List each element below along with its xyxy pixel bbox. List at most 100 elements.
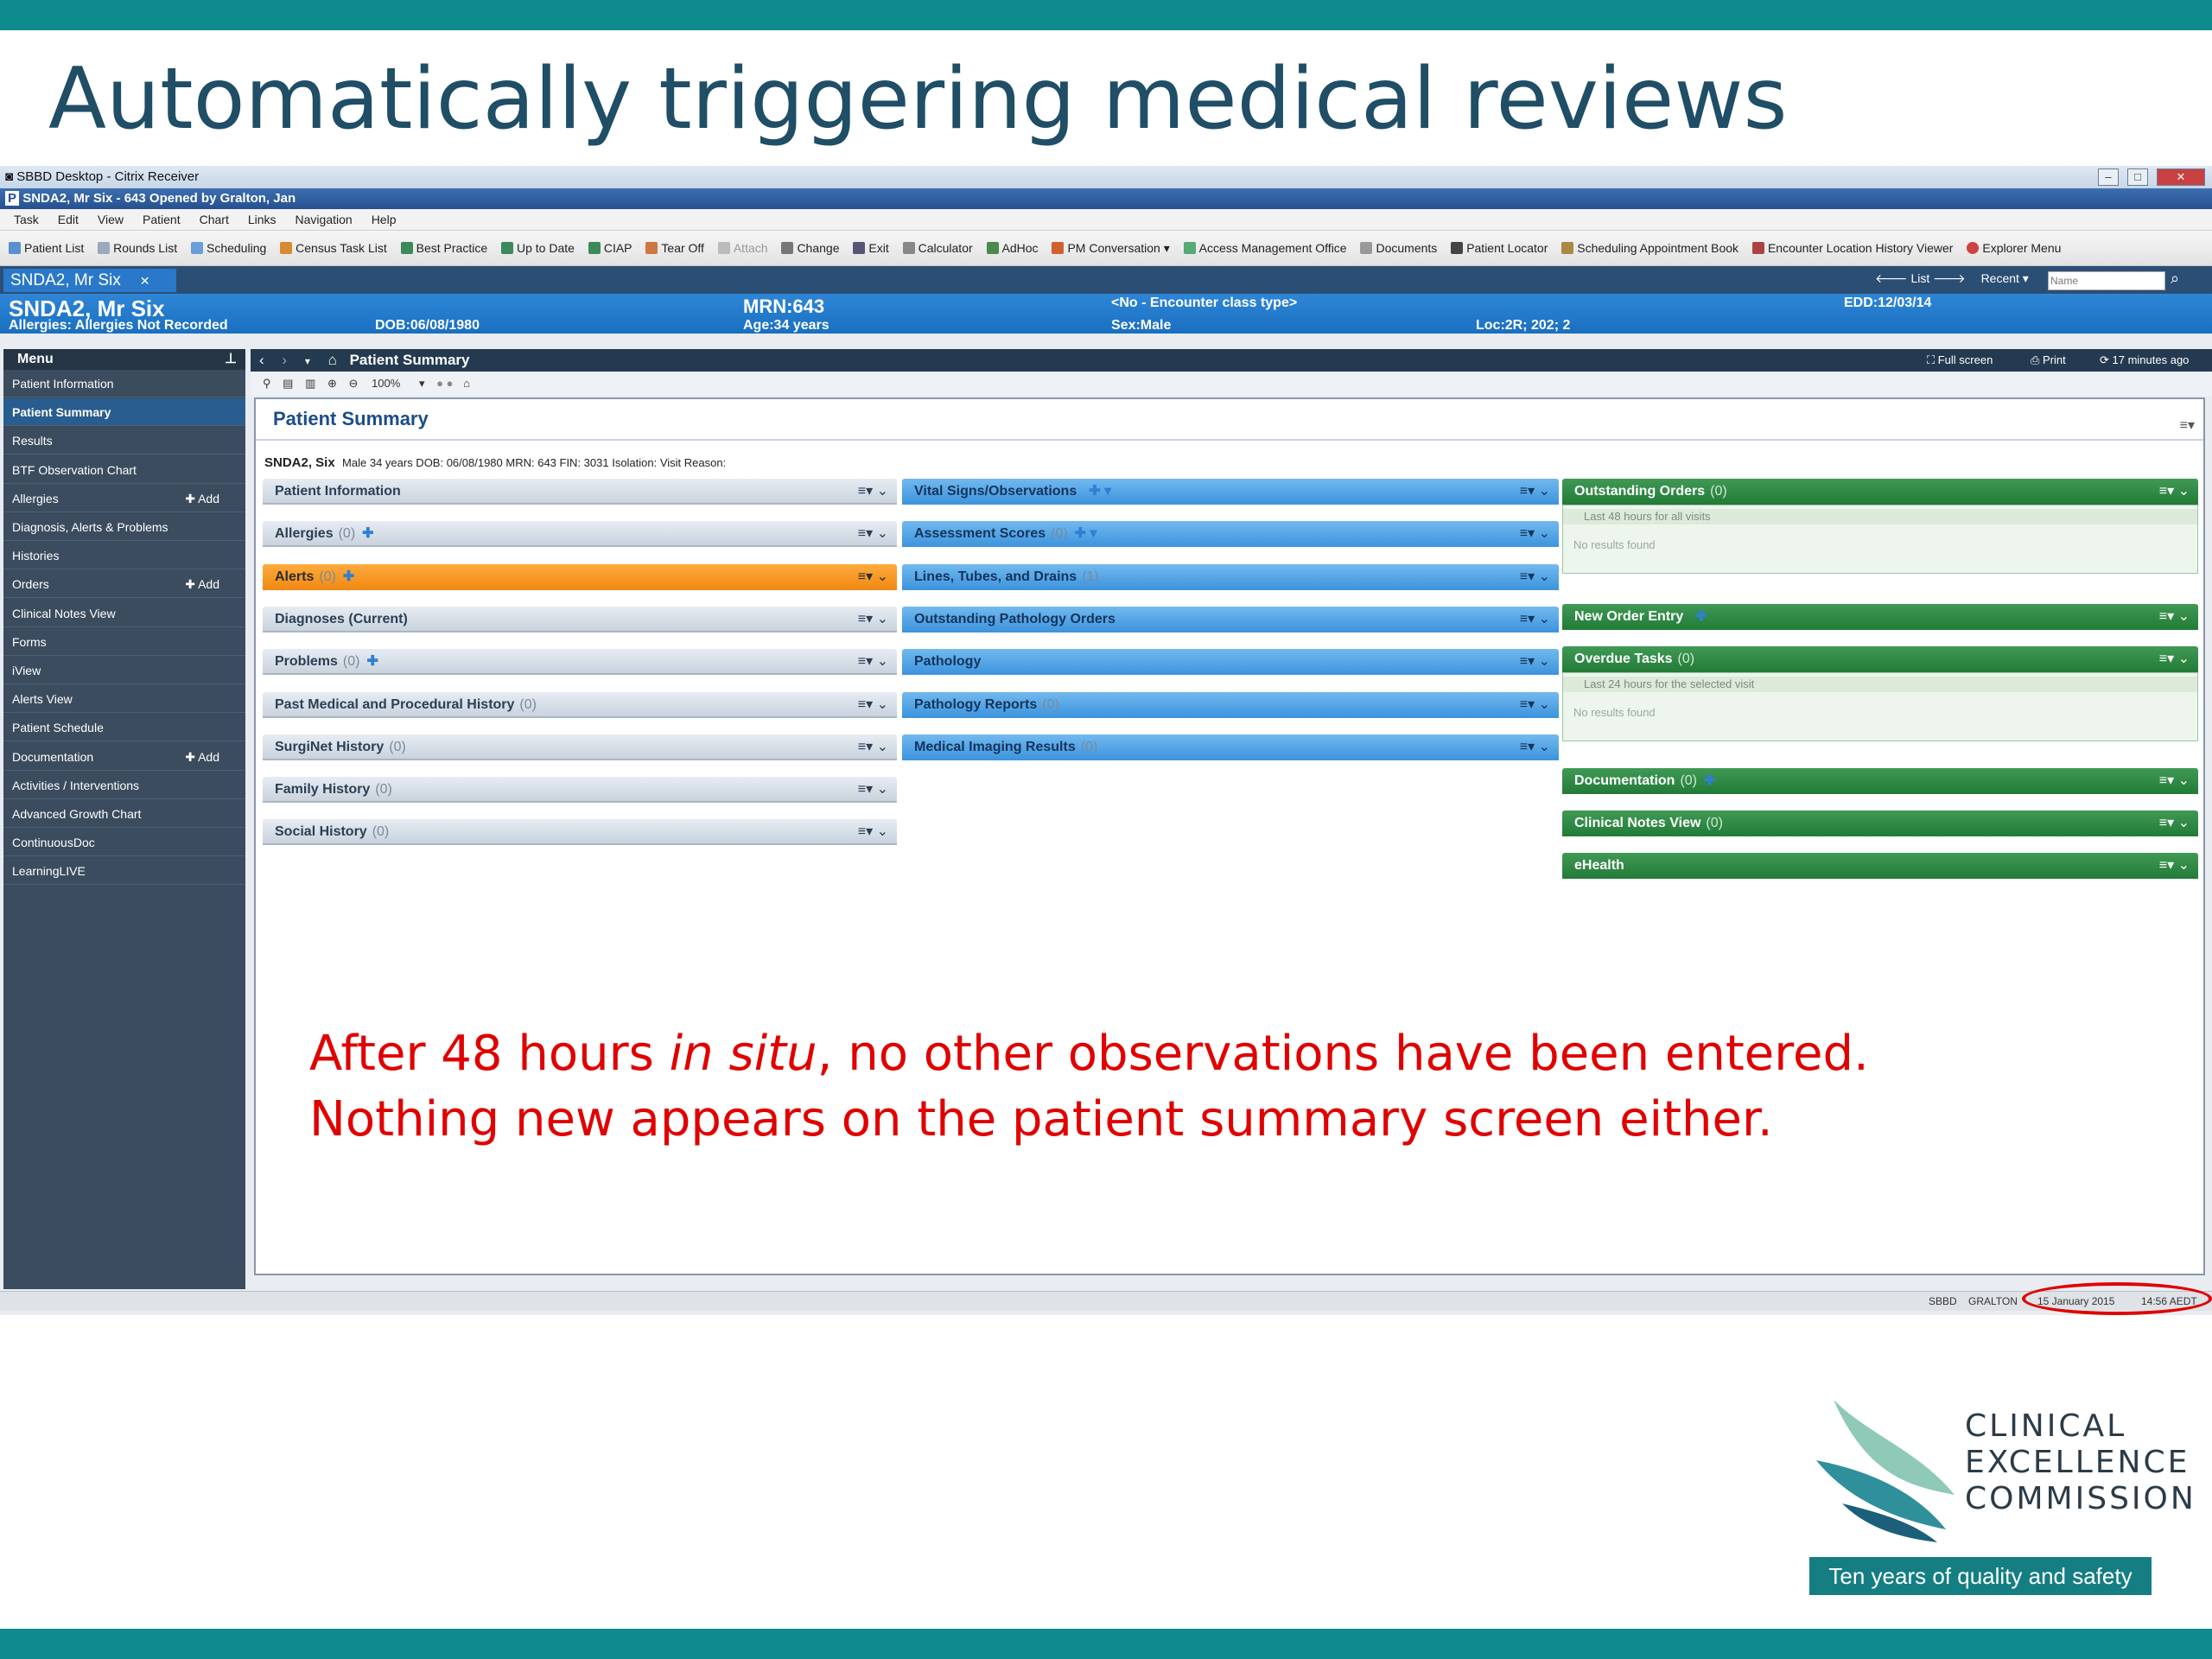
component-menu-icon[interactable]: ≡▾ ⌄ [1519, 611, 1550, 626]
minimize-icon[interactable]: – [2098, 168, 2119, 186]
sidebar-item[interactable]: Orders ✚ Add [3, 570, 245, 599]
menu-patient[interactable]: Patient [143, 213, 181, 226]
component-menu-icon[interactable]: ≡▾ ⌄ [2158, 816, 2190, 830]
sidebar-add-button[interactable]: ✚ Add [185, 749, 219, 764]
summary-component[interactable]: Patient Information ≡▾ ⌄ [263, 479, 897, 505]
home-icon[interactable]: ⌂ [327, 352, 337, 368]
menu-links[interactable]: Links [247, 213, 276, 226]
component-menu-icon[interactable]: ≡▾ ⌄ [2158, 773, 2190, 788]
menu-help[interactable]: Help [371, 213, 397, 226]
toolbar-tear-off[interactable]: Tear Off [645, 231, 704, 265]
toolbar-patient-list[interactable]: Patient List [9, 231, 84, 265]
toolbar-scheduling-appointment-book[interactable]: Scheduling Appointment Book [1561, 231, 1738, 265]
component-menu-icon[interactable]: ≡▾ ⌄ [857, 611, 888, 626]
toolbar-census-task-list[interactable]: Census Task List [280, 231, 387, 265]
summary-component[interactable]: Overdue Tasks (0) ≡▾ ⌄ [1562, 646, 2198, 672]
component-menu-icon[interactable]: ≡▾ ⌄ [857, 739, 888, 754]
panel-menu-icon[interactable]: ≡▾ [2179, 418, 2195, 433]
list-button[interactable]: List [1910, 271, 1930, 285]
menu-navigation[interactable]: Navigation [295, 213, 353, 226]
sidebar-add-button[interactable]: ✚ Add [185, 577, 219, 592]
summary-component[interactable]: Vital Signs/Observations ✚ ▾ ≡▾ ⌄ [902, 479, 1559, 505]
summary-component[interactable]: Outstanding Pathology Orders ≡▾ ⌄ [902, 606, 1559, 632]
component-menu-icon[interactable]: ≡▾ ⌄ [2158, 484, 2190, 499]
add-icon[interactable]: ✚ ▾ [1089, 484, 1112, 499]
toolbar-pm-conversation[interactable]: PM Conversation ▾ [1052, 231, 1170, 265]
summary-component[interactable]: Clinical Notes View (0) ≡▾ ⌄ [1562, 810, 2198, 836]
toolbar-best-practice[interactable]: Best Practice [400, 231, 487, 265]
maximize-icon[interactable]: □ [2127, 168, 2148, 186]
summary-component[interactable]: Pathology Reports (0) ≡▾ ⌄ [902, 691, 1559, 718]
pin-icon[interactable]: ⊥ [225, 352, 237, 366]
summary-component[interactable]: SurgiNet History (0) ≡▾ ⌄ [263, 734, 897, 760]
forward-arrow-icon[interactable]: 🡒 [1933, 271, 1966, 285]
sidebar-item[interactable]: Patient Information [3, 370, 245, 397]
toolbar-documents[interactable]: Documents [1360, 231, 1437, 265]
page-icon[interactable]: ▤ [283, 377, 294, 390]
summary-component[interactable]: Documentation (0) ✚ ≡▾ ⌄ [1562, 768, 2198, 794]
sidebar-item[interactable]: LearningLIVE [3, 857, 245, 886]
sidebar-item[interactable]: Activities / Interventions [3, 772, 245, 799]
sidebar-item[interactable]: Alerts View [3, 685, 245, 714]
binoculars-icon[interactable]: ⚲ [263, 377, 271, 390]
component-menu-icon[interactable]: ≡▾ ⌄ [857, 782, 888, 798]
component-menu-icon[interactable]: ≡▾ ⌄ [1519, 484, 1550, 499]
sidebar-item[interactable]: Results [3, 427, 245, 455]
menu-chart[interactable]: Chart [199, 213, 229, 226]
menu-task[interactable]: Task [14, 213, 39, 226]
sidebar-item[interactable]: Diagnosis, Alerts & Problems [3, 513, 245, 541]
component-menu-icon[interactable]: ≡▾ ⌄ [2158, 609, 2190, 624]
toolbar-ciap[interactable]: CIAP [588, 231, 632, 265]
component-menu-icon[interactable]: ≡▾ ⌄ [857, 526, 888, 542]
refresh-button[interactable]: ⟳ 17 minutes ago [2100, 353, 2190, 366]
component-menu-icon[interactable]: ≡▾ ⌄ [1519, 526, 1550, 542]
add-icon[interactable]: ✚ [1695, 609, 1707, 624]
sidebar-item[interactable]: ContinuousDoc [3, 829, 245, 857]
patient-tab[interactable]: SNDA2, Mr Six ✕ [3, 269, 176, 292]
sidebar-item[interactable]: iView [3, 657, 245, 684]
sidebar-item[interactable]: Patient Summary [3, 398, 245, 427]
summary-component[interactable]: New Order Entry ✚ ≡▾ ⌄ [1562, 604, 2198, 630]
summary-component[interactable]: eHealth ≡▾ ⌄ [1562, 853, 2198, 879]
sidebar-item[interactable]: Allergies ✚ Add [3, 485, 245, 512]
menu-view[interactable]: View [97, 213, 124, 226]
component-menu-icon[interactable]: ≡▾ ⌄ [857, 696, 888, 712]
summary-component[interactable]: Social History (0) ≡▾ ⌄ [263, 819, 897, 846]
sidebar-item[interactable]: Forms [3, 628, 245, 656]
toolbar-up-to-date[interactable]: Up to Date [501, 231, 575, 265]
summary-component[interactable]: Alerts (0) ✚ ≡▾ ⌄ [263, 563, 897, 590]
component-menu-icon[interactable]: ≡▾ ⌄ [1519, 696, 1550, 712]
add-icon[interactable]: ✚ [366, 654, 378, 670]
summary-component[interactable]: Diagnoses (Current) ≡▾ ⌄ [263, 606, 897, 632]
toolbar-scheduling[interactable]: Scheduling [190, 231, 266, 265]
nav-back-icon[interactable]: ‹ [259, 352, 264, 368]
sidebar-item[interactable]: Documentation ✚ Add [3, 743, 245, 771]
component-menu-icon[interactable]: ≡▾ ⌄ [1519, 739, 1550, 754]
sidebar-item[interactable]: Patient Schedule [3, 714, 245, 742]
summary-component[interactable]: Problems (0) ✚ ≡▾ ⌄ [263, 649, 897, 676]
print-preview-icon[interactable]: ▥ [305, 377, 316, 390]
toolbar-rounds-list[interactable]: Rounds List [98, 231, 177, 265]
print-button[interactable]: ⎙ Print [2031, 353, 2066, 366]
home-small-icon[interactable]: ⌂ [463, 377, 470, 390]
sidebar-item[interactable]: BTF Observation Chart [3, 456, 245, 484]
add-icon[interactable]: ✚ [1704, 773, 1716, 788]
component-menu-icon[interactable]: ≡▾ ⌄ [1519, 654, 1550, 670]
summary-component[interactable]: Outstanding Orders (0) ≡▾ ⌄ [1562, 479, 2198, 505]
summary-component[interactable]: Medical Imaging Results (0) ≡▾ ⌄ [902, 734, 1559, 760]
tab-close-icon[interactable]: ✕ [139, 274, 150, 288]
summary-component[interactable]: Pathology ≡▾ ⌄ [902, 649, 1559, 676]
recent-button[interactable]: Recent ▾ [1980, 271, 2029, 285]
component-menu-icon[interactable]: ≡▾ ⌄ [857, 824, 888, 840]
toolbar-encounter-location-history[interactable]: Encounter Location History Viewer [1751, 231, 1953, 265]
toolbar-calculator[interactable]: Calculator [902, 231, 973, 265]
toolbar-adhoc[interactable]: AdHoc [986, 231, 1039, 265]
sidebar-add-button[interactable]: ✚ Add [185, 491, 219, 505]
toolbar-explorer-menu[interactable]: Explorer Menu [1967, 231, 2061, 265]
full-screen-button[interactable]: ⛶ Full screen [1927, 353, 1993, 366]
add-icon[interactable]: ✚ [342, 569, 355, 584]
toolbar-patient-locator[interactable]: Patient Locator [1451, 231, 1548, 265]
summary-component[interactable]: Lines, Tubes, and Drains (1) ≡▾ ⌄ [902, 563, 1559, 590]
component-menu-icon[interactable]: ≡▾ ⌄ [2158, 652, 2190, 666]
component-menu-icon[interactable]: ≡▾ ⌄ [857, 484, 888, 499]
